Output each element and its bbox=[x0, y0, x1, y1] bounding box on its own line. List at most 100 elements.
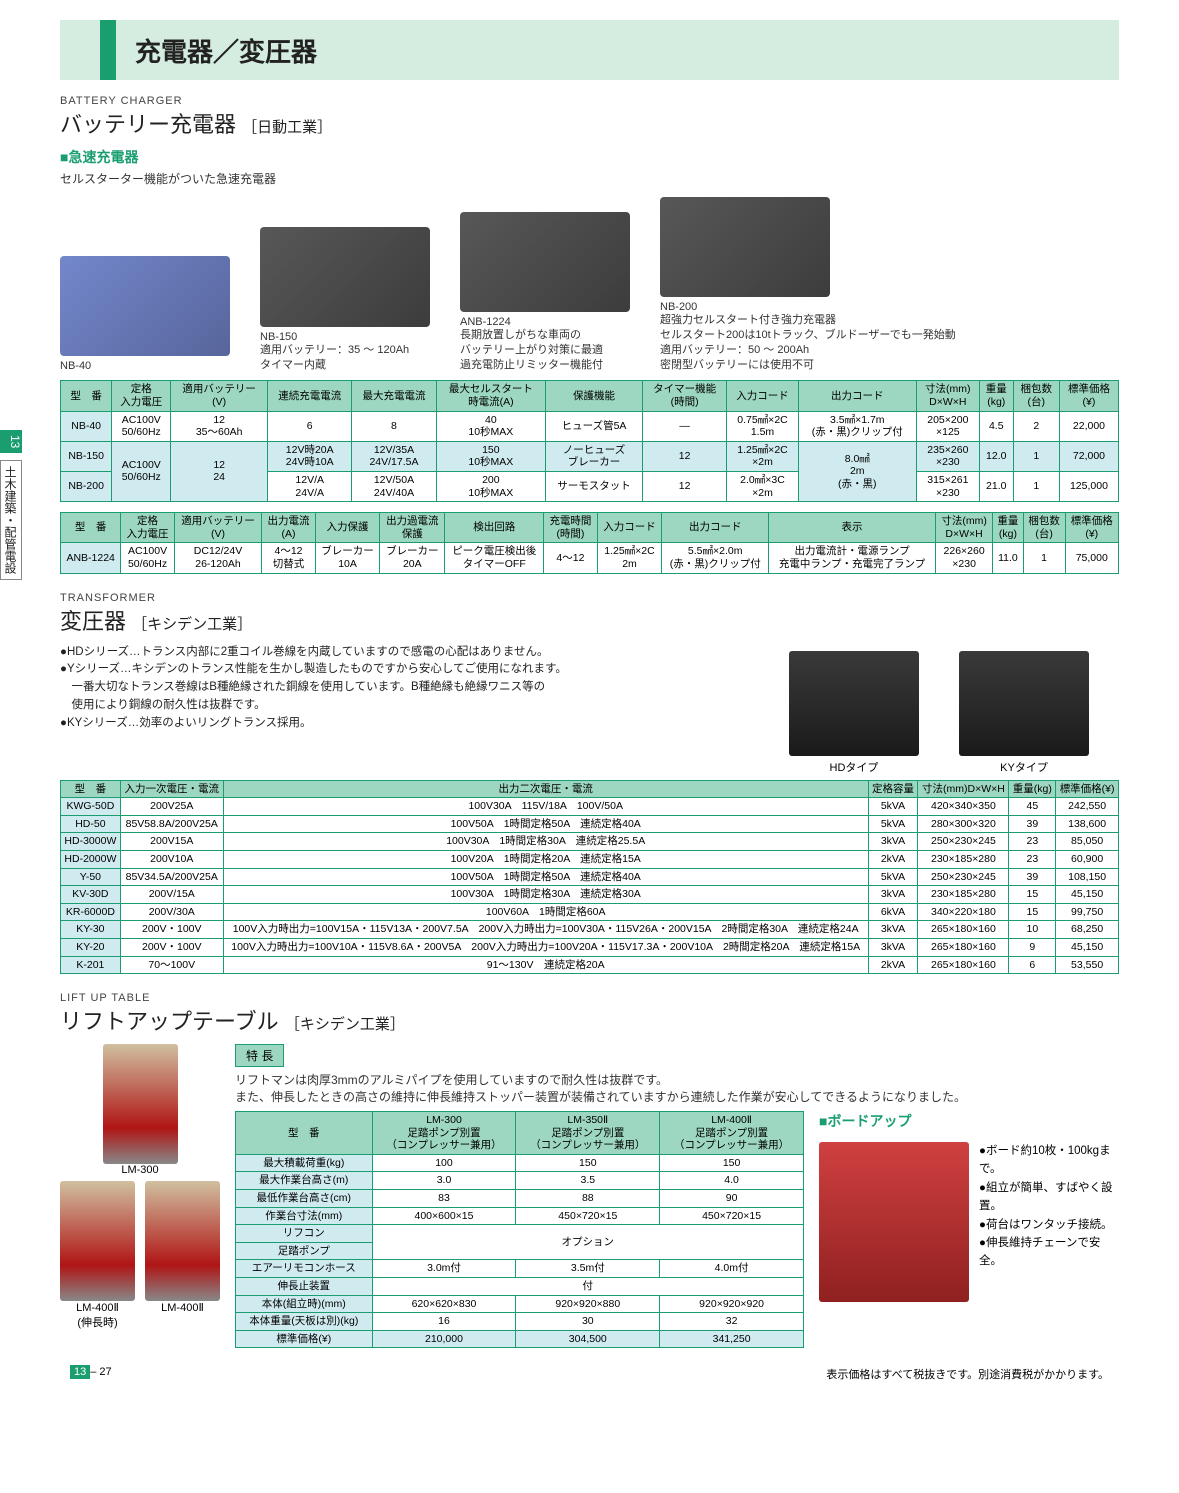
table-cell: 32 bbox=[660, 1313, 804, 1331]
table-cell: 200V・100V bbox=[120, 938, 223, 956]
table-cell: 30 bbox=[516, 1313, 660, 1331]
product-name: NB-40 bbox=[60, 360, 230, 372]
table-cell: 23 bbox=[1009, 833, 1056, 851]
section-lift: LIFT UP TABLE リフトアップテーブル ［キシデン工業］ LM-300… bbox=[60, 992, 1119, 1358]
table-header: 定格 入力電圧 bbox=[112, 381, 171, 411]
table-header: LM-400Ⅱ 足踏ポンプ別置 （コンプレッサー兼用） bbox=[660, 1112, 804, 1155]
table-cell: 最低作業台高さ(cm) bbox=[236, 1190, 373, 1208]
table-cell: 3kVA bbox=[868, 921, 918, 939]
table-cell: 280×300×320 bbox=[918, 815, 1009, 833]
product-image bbox=[660, 197, 830, 297]
table-cell: 230×185×280 bbox=[918, 886, 1009, 904]
table-cell: NB-200 bbox=[61, 471, 112, 501]
table-cell: 本体(組立時)(mm) bbox=[236, 1295, 373, 1313]
table-header: 定格容量 bbox=[868, 780, 918, 798]
table-cell: 11.0 bbox=[993, 543, 1023, 573]
table-cell: 100V30A 115V/18A 100V/50A bbox=[223, 798, 868, 816]
table-cell: 1.25㎟×2C ×2m bbox=[727, 441, 799, 471]
table-cell: 4.0 bbox=[660, 1172, 804, 1190]
table-header: 出力電流 (A) bbox=[262, 513, 315, 543]
table-cell: エアーリモコンホース bbox=[236, 1260, 373, 1278]
table-row: HD-2000W200V10A100V20A 1時間定格20A 連続定格15A2… bbox=[61, 850, 1119, 868]
table-cell: 230×185×280 bbox=[918, 850, 1009, 868]
table-cell: 15 bbox=[1009, 886, 1056, 904]
table-cell: ヒューズ管5A bbox=[546, 411, 643, 441]
table-cell: KR-6000D bbox=[61, 903, 121, 921]
table-header: 型 番 bbox=[236, 1112, 373, 1155]
product-name: NB-200 bbox=[660, 301, 956, 313]
lift-feature-text: リフトマンは肉厚3mmのアルミパイプを使用していますので耐久性は抜群です。 また… bbox=[235, 1071, 1119, 1105]
table-cell: 1 bbox=[1023, 543, 1065, 573]
table-row: NB-40AC100V 50/60Hz12 35〜60Ah6840 10秒MAX… bbox=[61, 411, 1119, 441]
table-cell: 12V/A 24V/A bbox=[268, 471, 352, 501]
table-header: 型 番 bbox=[61, 780, 121, 798]
table-cell: 45 bbox=[1009, 798, 1056, 816]
table-cell: 12 bbox=[642, 441, 726, 471]
product-image bbox=[460, 212, 630, 312]
table-cell: 出力電流計・電源ランプ 充電中ランプ・充電完了ランプ bbox=[769, 543, 936, 573]
table-header: 寸法(mm) D×W×H bbox=[916, 381, 979, 411]
product-NB-40: NB-40 bbox=[60, 256, 230, 372]
table-header: 標準価格 (¥) bbox=[1059, 381, 1118, 411]
trans-title-sub: ［キシデン工業］ bbox=[132, 616, 252, 633]
table-cell: 250×230×245 bbox=[918, 833, 1009, 851]
table-cell: HD-3000W bbox=[61, 833, 121, 851]
table-cell: 4〜12 切替式 bbox=[262, 543, 315, 573]
table-cell: 作業台寸法(mm) bbox=[236, 1207, 373, 1225]
table-cell: 足踏ポンプ bbox=[236, 1242, 373, 1260]
table-cell: KV-30D bbox=[61, 886, 121, 904]
table-header: 検出回路 bbox=[445, 513, 544, 543]
table-cell: 12V時20A 24V時10A bbox=[268, 441, 352, 471]
section-charger: BATTERY CHARGER バッテリー充電器 ［日動工業］ ■急速充電器 セ… bbox=[60, 95, 1119, 574]
table-row: KY-20200V・100V100V入力時出力=100V10A・115V8.6A… bbox=[61, 938, 1119, 956]
table-header: タイマー機能 (時間) bbox=[642, 381, 726, 411]
table-cell: 39 bbox=[1009, 868, 1056, 886]
table-cell: 最大作業台高さ(m) bbox=[236, 1172, 373, 1190]
table-row: Y-5085V34.5A/200V25A100V50A 1時間定格50A 連続定… bbox=[61, 868, 1119, 886]
trans-img-ky-label: KYタイプ bbox=[1000, 762, 1048, 774]
table-cell: 210,000 bbox=[372, 1330, 516, 1348]
table-cell: 45,150 bbox=[1056, 886, 1119, 904]
lift-img-lm300 bbox=[103, 1044, 178, 1164]
lift-title-text: リフトアップテーブル bbox=[60, 1009, 279, 1034]
table-cell: 12.0 bbox=[979, 441, 1013, 471]
table-cell: 3.0m付 bbox=[372, 1260, 516, 1278]
charger-products: NB-40 NB-150 適用バッテリー：35 〜 120Ahタイマー内蔵 AN… bbox=[60, 197, 1119, 372]
footer-page-sub: – 27 bbox=[90, 1366, 111, 1378]
table-cell: 6 bbox=[1009, 956, 1056, 974]
table-header: 表示 bbox=[769, 513, 936, 543]
charger-table-2: 型 番定格 入力電圧適用バッテリー (V)出力電流 (A)入力保護出力過電流 保… bbox=[60, 512, 1119, 573]
table-cell: 3.5m付 bbox=[516, 1260, 660, 1278]
table-cell: 100V50A 1時間定格50A 連続定格40A bbox=[223, 868, 868, 886]
table-header: LM-350Ⅱ 足踏ポンプ別置 （コンプレッサー兼用） bbox=[516, 1112, 660, 1155]
table-header: 梱包数 (台) bbox=[1013, 381, 1059, 411]
product-desc: 長期放置しがちな車両のバッテリー上がり対策に最適過充電防止リミッター機能付 bbox=[460, 328, 630, 373]
table-cell: 3.5㎟×1.7m (赤・黒)クリップ付 bbox=[798, 411, 916, 441]
lift-title: リフトアップテーブル ［キシデン工業］ bbox=[60, 1004, 1119, 1036]
table-cell: 200V25A bbox=[120, 798, 223, 816]
table-cell: 99,750 bbox=[1056, 903, 1119, 921]
table-row: KY-30200V・100V100V入力時出力=100V15A・115V13A・… bbox=[61, 921, 1119, 939]
table-header: 標準価格(¥) bbox=[1056, 780, 1119, 798]
table-cell: 2kVA bbox=[868, 956, 918, 974]
side-tab-number: 13 bbox=[0, 430, 22, 453]
table-row: 最低作業台高さ(cm)838890 bbox=[236, 1190, 804, 1208]
table-header: 出力二次電圧・電流 bbox=[223, 780, 868, 798]
table-row: HD-3000W200V15A100V30A 1時間定格30A 連続定格25.5… bbox=[61, 833, 1119, 851]
table-cell: 3.0 bbox=[372, 1172, 516, 1190]
product-desc: 適用バッテリー：35 〜 120Ahタイマー内蔵 bbox=[260, 343, 430, 373]
table-row: 最大作業台高さ(m)3.03.54.0 bbox=[236, 1172, 804, 1190]
table-cell: 125,000 bbox=[1059, 471, 1118, 501]
table-cell: 標準価格(¥) bbox=[236, 1330, 373, 1348]
table-cell: 341,250 bbox=[660, 1330, 804, 1348]
charger-title-sub: ［日動工業］ bbox=[242, 119, 332, 136]
charger-title: バッテリー充電器 ［日動工業］ bbox=[60, 107, 1119, 139]
product-desc: 超強力セルスタート付き強力充電器セルスタート200は10tトラック、ブルドーザー… bbox=[660, 313, 956, 372]
side-tab-text: 土木建築・配管電設 bbox=[0, 460, 22, 580]
table-row: ANB-1224AC100V 50/60HzDC12/24V 26-120Ah4… bbox=[61, 543, 1119, 573]
table-cell: ブレーカー 20A bbox=[380, 543, 445, 573]
table-cell: 5kVA bbox=[868, 815, 918, 833]
table-cell: 83 bbox=[372, 1190, 516, 1208]
table-header: 出力過電流 保護 bbox=[380, 513, 445, 543]
page-title: 充電器／変圧器 bbox=[135, 32, 317, 69]
